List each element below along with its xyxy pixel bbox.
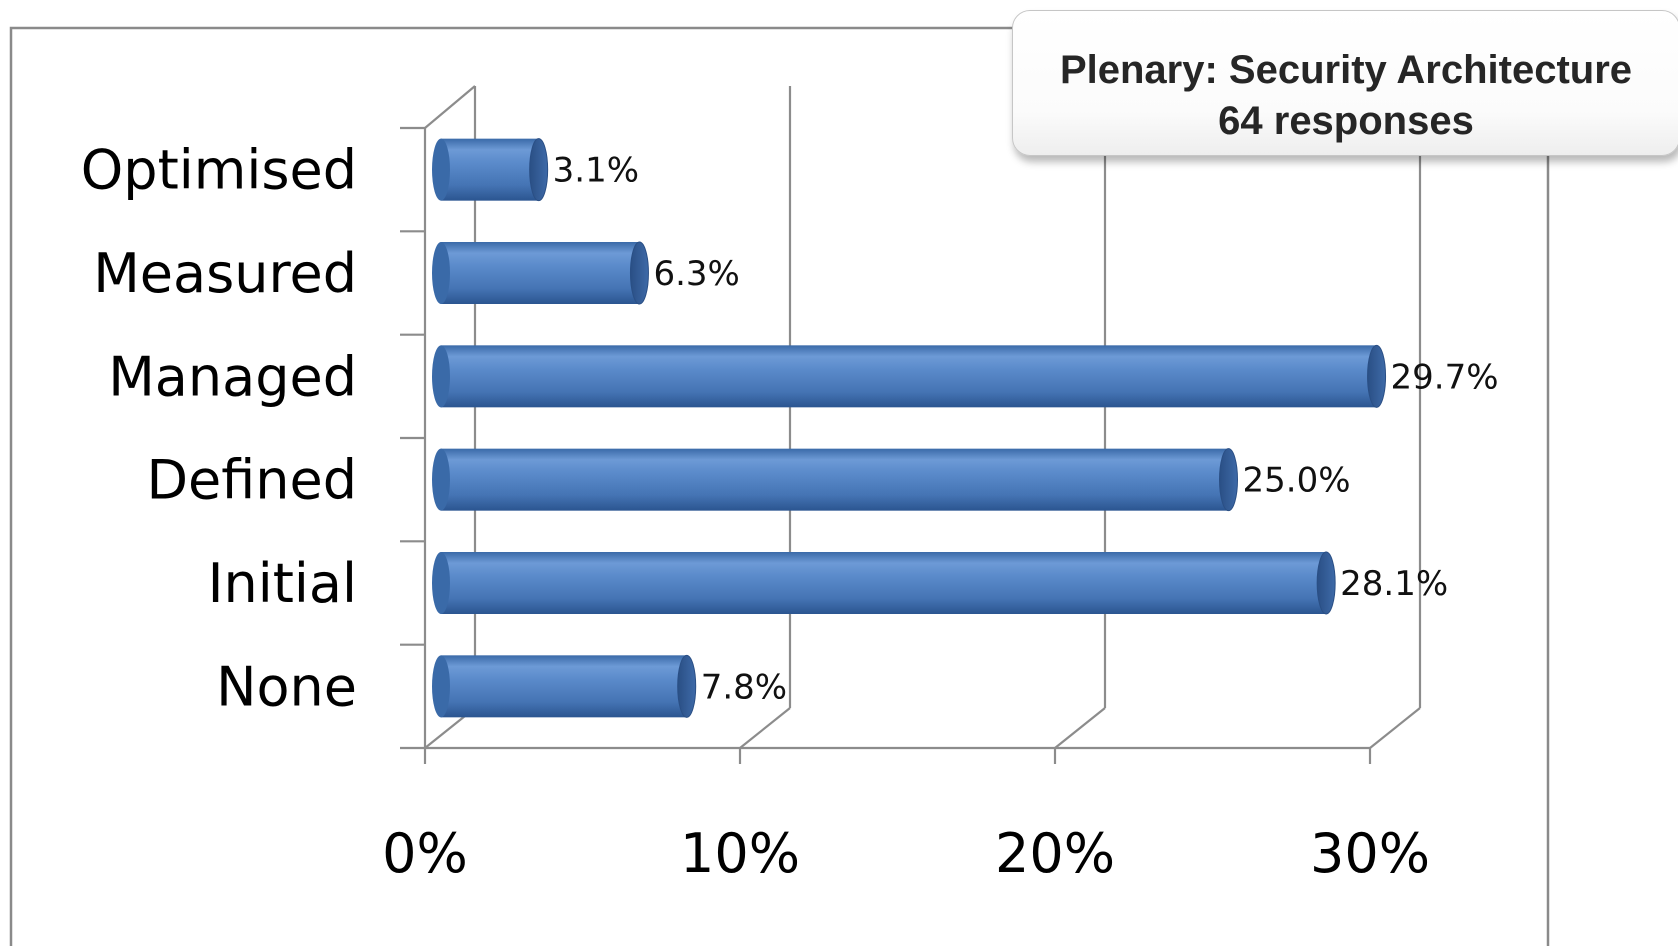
category-label: None — [216, 655, 357, 718]
bar — [441, 448, 1229, 511]
data-label: 28.1% — [1340, 564, 1448, 604]
bar-start-cap — [432, 655, 450, 718]
bar-end-cap — [677, 654, 697, 718]
category-label: Optimised — [81, 139, 357, 202]
category-label: Initial — [208, 552, 357, 615]
chart-frame — [9, 26, 1550, 951]
bar-start-cap — [432, 138, 450, 201]
category-label: Measured — [93, 242, 357, 305]
x-tick-label: 30% — [1310, 822, 1430, 885]
chart-title: Plenary: Security Architecture — [1059, 48, 1633, 92]
labels: 0% 10% 20% 30% 3.1% Optimised 6.3% Measured 29.7… — [81, 139, 1499, 885]
bar — [441, 552, 1327, 614]
bar-start-cap — [432, 242, 450, 304]
chart-title-box: Plenary: Security Architecture 64 respon… — [1012, 10, 1678, 156]
bar-end-cap — [1316, 551, 1336, 615]
bar-start-cap — [432, 345, 450, 408]
gridline-floor — [739, 707, 791, 749]
data-label: 6.3% — [653, 254, 739, 294]
data-label: 7.8% — [701, 667, 787, 707]
gridline-floor — [1054, 707, 1106, 749]
data-label: 25.0% — [1243, 461, 1351, 501]
bar — [441, 655, 687, 718]
bars — [432, 138, 1387, 718]
bar-end-cap — [1219, 448, 1238, 512]
x-tick-label: 20% — [995, 822, 1115, 885]
bar — [441, 345, 1377, 408]
bar — [441, 242, 640, 304]
x-tick-label: 10% — [680, 822, 800, 885]
gridline-floor — [1369, 707, 1421, 749]
bar-end-cap — [1367, 344, 1387, 408]
data-label: 29.7% — [1391, 357, 1499, 397]
x-tick-label: 0% — [382, 822, 468, 885]
bar-end-cap — [629, 241, 649, 305]
bar — [441, 138, 539, 201]
bar-start-cap — [432, 448, 450, 511]
chart-subtitle: 64 responses — [1218, 99, 1474, 143]
category-label: Defined — [146, 449, 357, 512]
category-label: Managed — [108, 345, 357, 408]
bar-end-cap — [529, 138, 549, 202]
side-wall-top — [424, 85, 476, 129]
bar-start-cap — [432, 552, 450, 614]
data-label: 3.1% — [553, 151, 639, 191]
